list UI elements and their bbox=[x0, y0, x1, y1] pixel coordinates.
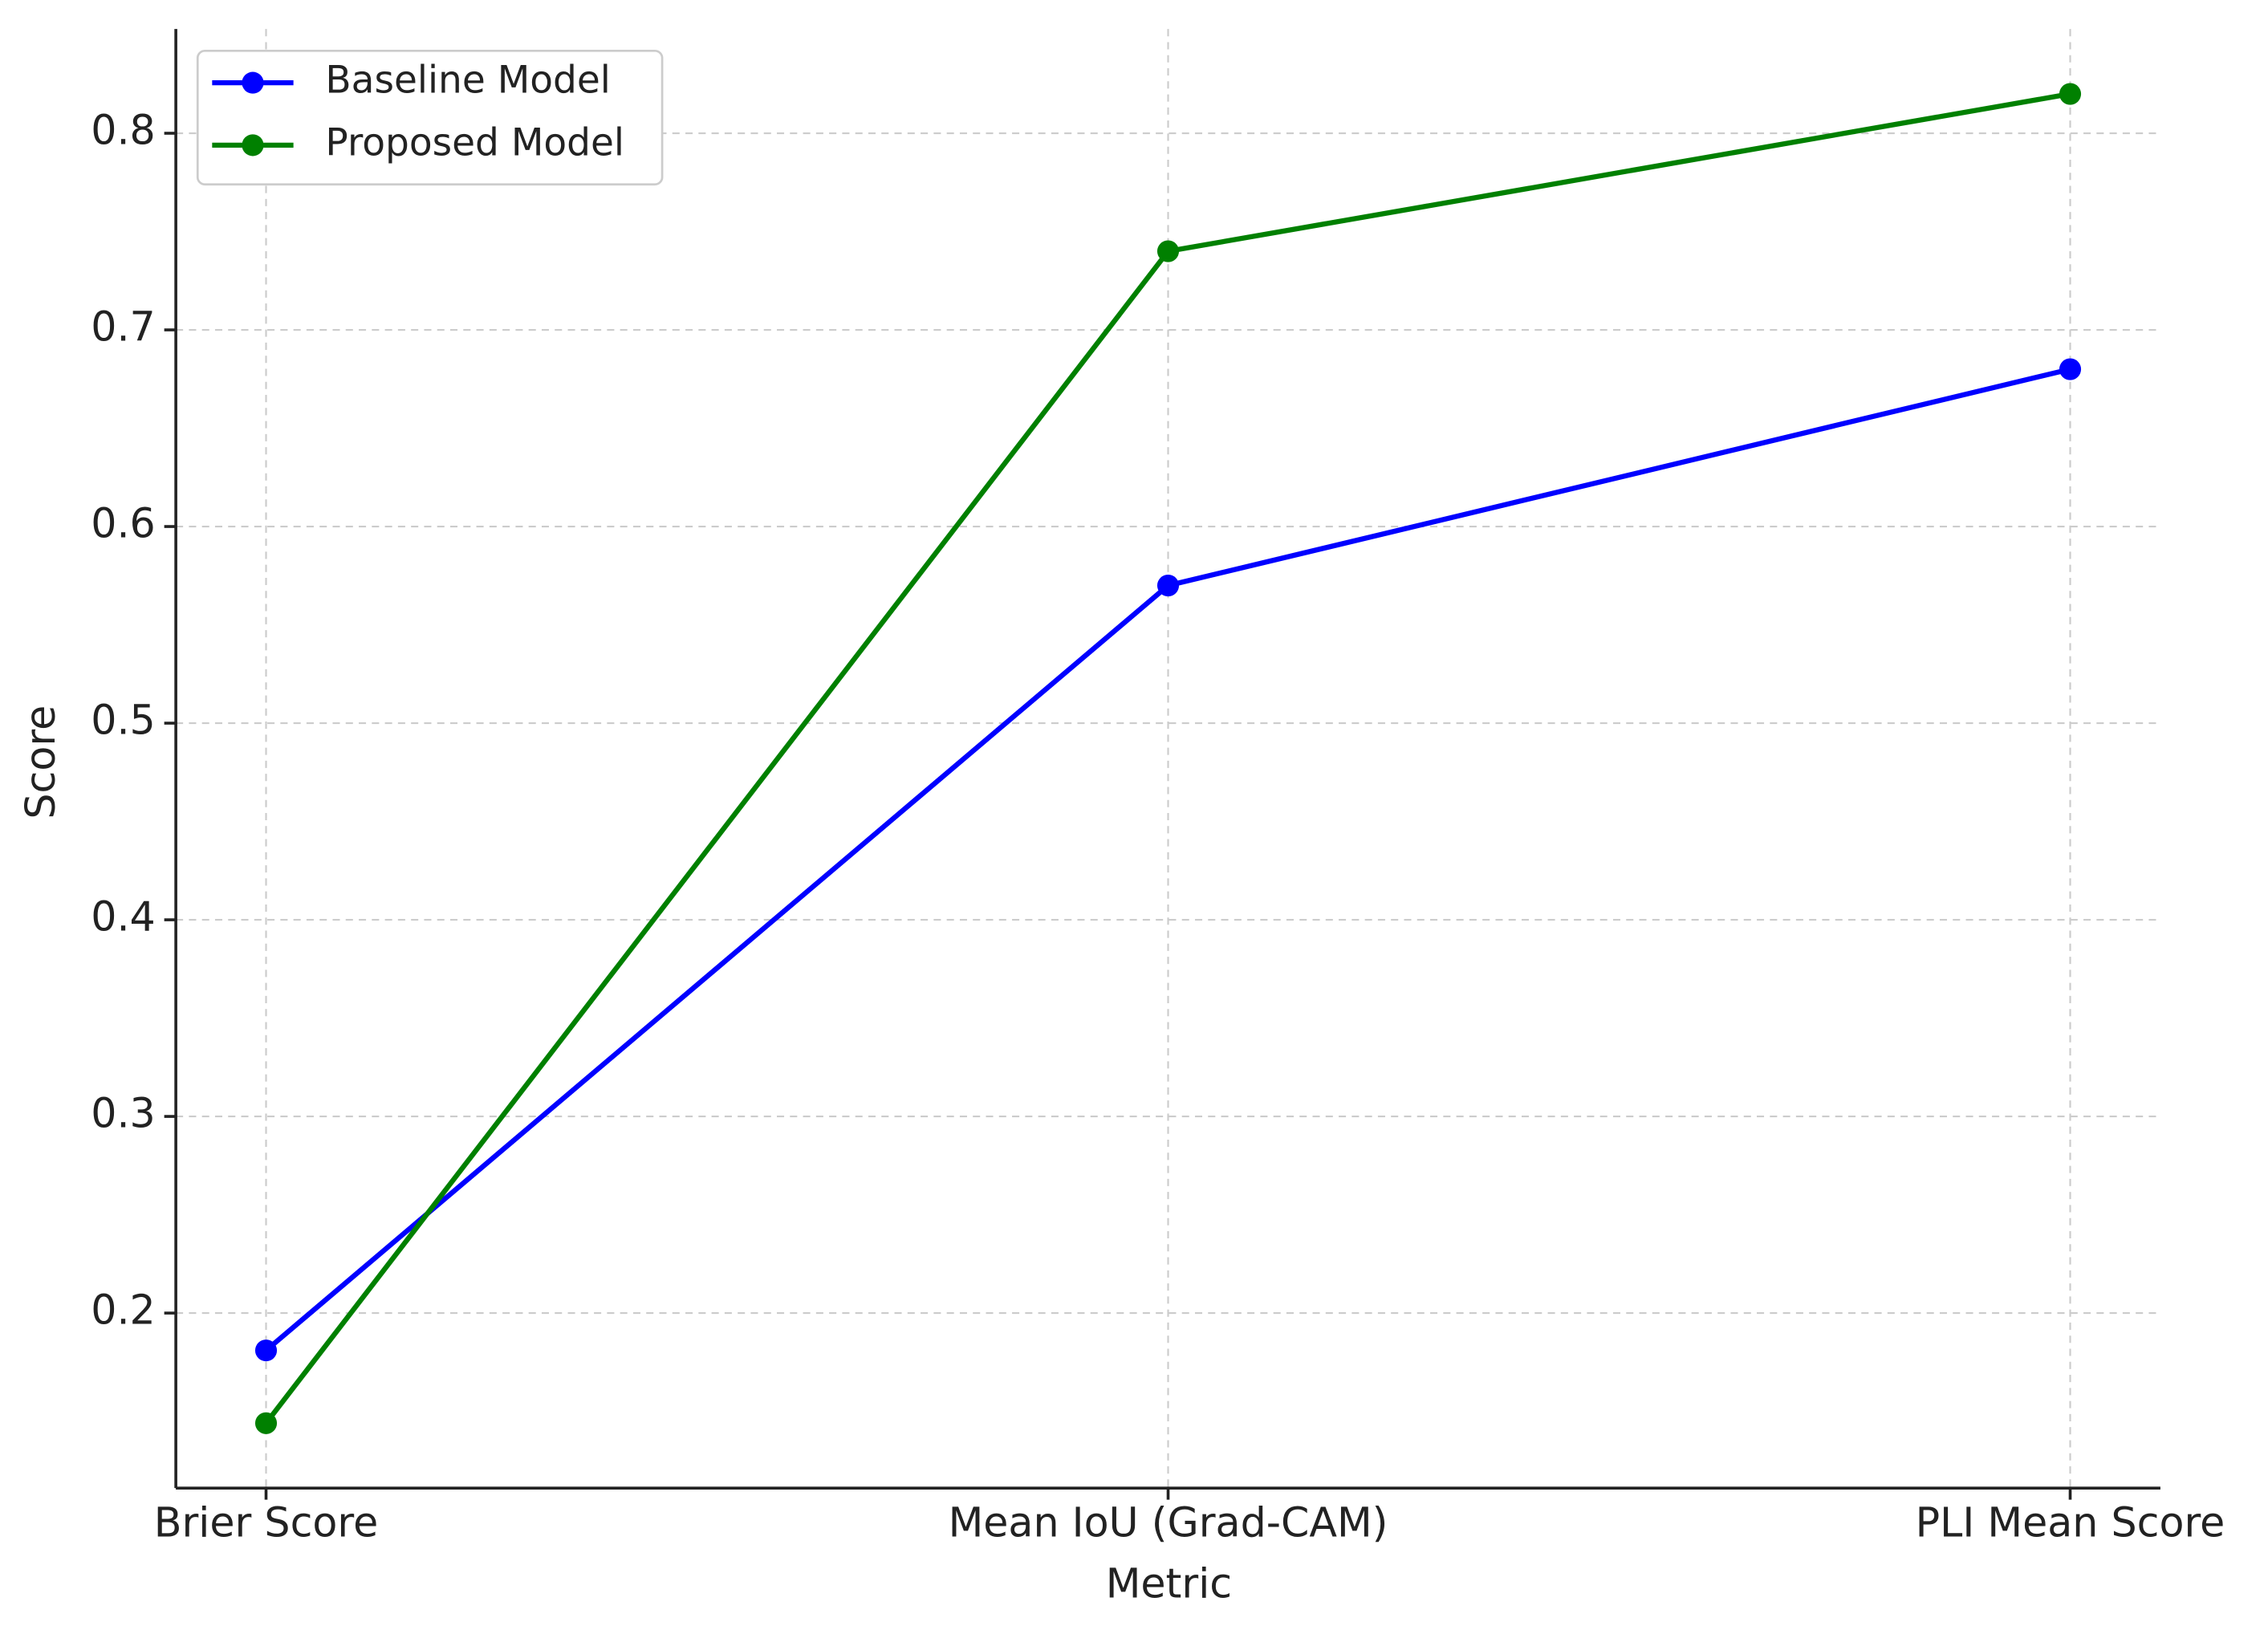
y-tick-label: 0.7 bbox=[91, 303, 156, 351]
data-point bbox=[1156, 574, 1180, 597]
legend-label: Baseline Model bbox=[325, 59, 610, 103]
data-point bbox=[254, 1412, 278, 1434]
legend-marker bbox=[242, 71, 264, 94]
y-tick-label: 0.5 bbox=[91, 697, 156, 744]
x-tick-label: Brier Score bbox=[154, 1499, 379, 1547]
data-point bbox=[1156, 240, 1180, 262]
y-tick-label: 0.8 bbox=[91, 107, 156, 154]
legend: Baseline Model Proposed Model bbox=[196, 49, 664, 186]
legend-box bbox=[196, 49, 664, 186]
data-point bbox=[2059, 358, 2082, 380]
data-point bbox=[2059, 83, 2082, 105]
y-axis-label: Score bbox=[17, 705, 64, 819]
data-point bbox=[254, 1339, 278, 1362]
x-tick-label: Mean IoU (Grad-CAM) bbox=[949, 1499, 1388, 1547]
legend-marker bbox=[242, 134, 264, 157]
x-axis-label: Metric bbox=[1106, 1560, 1232, 1608]
y-tick-label: 0.4 bbox=[91, 893, 156, 941]
x-tick-label: PLI Mean Score bbox=[1916, 1499, 2225, 1547]
y-tick-label: 0.2 bbox=[91, 1287, 156, 1334]
legend-label: Proposed Model bbox=[325, 120, 624, 165]
y-tick-label: 0.3 bbox=[91, 1090, 156, 1137]
y-tick-label: 0.6 bbox=[91, 500, 156, 547]
